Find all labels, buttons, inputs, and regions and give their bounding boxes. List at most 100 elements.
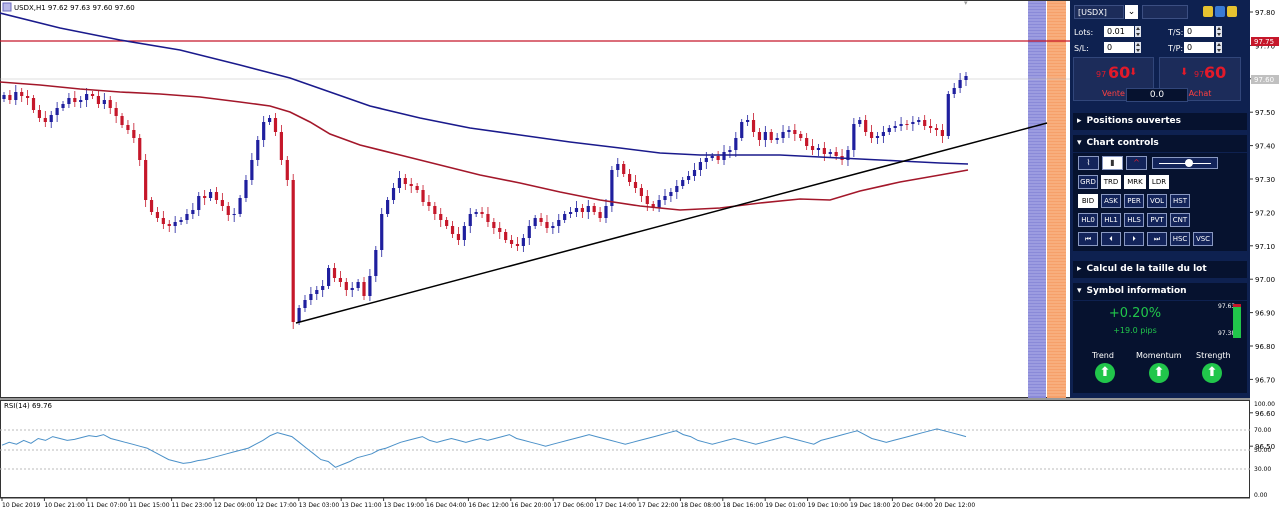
line-chart-icon[interactable]: ⌇ bbox=[1078, 156, 1099, 170]
candle-body bbox=[126, 125, 130, 130]
candle-body bbox=[327, 268, 331, 286]
chevron-down-icon[interactable]: ⌄ bbox=[1125, 5, 1138, 19]
candle-body bbox=[421, 190, 425, 202]
control-button-hl0[interactable]: HL0 bbox=[1078, 213, 1098, 227]
control-button-mrk[interactable]: MRK bbox=[1124, 175, 1146, 189]
candle-body bbox=[380, 214, 384, 250]
control-button-per[interactable]: PER bbox=[1124, 194, 1144, 208]
candle-body bbox=[704, 158, 708, 162]
candle-body bbox=[214, 192, 219, 200]
control-button-ask[interactable]: ASK bbox=[1101, 194, 1121, 208]
control-button-bid[interactable]: BID bbox=[1078, 194, 1098, 208]
candle-body bbox=[521, 238, 525, 246]
zoom-slider[interactable] bbox=[1152, 157, 1218, 169]
lots-input[interactable]: 0.01 bbox=[1104, 26, 1134, 37]
candle-body bbox=[834, 152, 838, 156]
control-button-⏵[interactable]: ⏵ bbox=[1124, 232, 1144, 246]
candle-body bbox=[651, 204, 655, 208]
candle-body bbox=[132, 130, 136, 138]
candle-body bbox=[864, 120, 868, 132]
candle-body bbox=[757, 132, 762, 140]
sl-stepper[interactable] bbox=[1135, 42, 1141, 53]
control-button-hls[interactable]: HLS bbox=[1124, 213, 1144, 227]
candle-body bbox=[144, 160, 148, 200]
candle-body bbox=[893, 126, 897, 128]
chevron-right-icon: ▸ bbox=[1077, 116, 1082, 126]
buy-price-big: 60 bbox=[1204, 63, 1227, 82]
control-button-cnt[interactable]: CNT bbox=[1170, 213, 1190, 227]
range-bar bbox=[1233, 304, 1241, 338]
control-button-⏮[interactable]: ⏮ bbox=[1078, 232, 1098, 246]
candle-body bbox=[692, 170, 697, 176]
candle-body bbox=[515, 244, 520, 246]
control-button-vsc[interactable]: VSC bbox=[1193, 232, 1213, 246]
ts-stepper[interactable] bbox=[1216, 26, 1222, 37]
time-tick-label: 10 Dec 2019 bbox=[2, 502, 41, 509]
copy-icon[interactable] bbox=[1203, 6, 1213, 17]
chart-controls-header[interactable]: ▾ Chart controls bbox=[1073, 135, 1247, 152]
control-button-hsc[interactable]: HSC bbox=[1170, 232, 1190, 246]
candle-body bbox=[887, 128, 891, 132]
control-button-grd[interactable]: GRD bbox=[1078, 175, 1098, 189]
settings-icon[interactable] bbox=[1227, 6, 1237, 17]
lot-calculator-header[interactable]: ▸ Calcul de la taille du lot bbox=[1073, 261, 1247, 278]
symbol-info-label: Symbol information bbox=[1086, 286, 1187, 296]
gear-icon[interactable] bbox=[1215, 6, 1225, 17]
candle-body bbox=[409, 184, 413, 186]
price-tick-label: 97.80 bbox=[1255, 9, 1275, 17]
candle-body bbox=[433, 206, 437, 214]
candle-body bbox=[852, 124, 856, 150]
rsi-axis: 100.00 70.00 50.00 30.00 0.00 bbox=[1254, 401, 1275, 499]
tp-input[interactable]: 0 bbox=[1184, 42, 1214, 53]
candle-body bbox=[828, 152, 832, 154]
control-button-vol[interactable]: VOL bbox=[1147, 194, 1167, 208]
candle-body bbox=[586, 206, 590, 212]
control-button-pvt[interactable]: PVT bbox=[1147, 213, 1167, 227]
candle-body bbox=[256, 140, 260, 160]
candle-body bbox=[14, 92, 18, 100]
time-tick-label: 12 Dec 17:00 bbox=[256, 502, 297, 509]
control-button-trd[interactable]: TRD bbox=[1101, 175, 1121, 189]
control-button-⏭[interactable]: ⏭ bbox=[1147, 232, 1167, 246]
buy-button[interactable]: ⬇ 97 60 Achat bbox=[1159, 57, 1241, 101]
zoom-icon[interactable]: ^ bbox=[1126, 156, 1147, 170]
candle-body bbox=[551, 226, 555, 228]
candle-chart-icon[interactable]: ▮ bbox=[1102, 156, 1123, 170]
positions-section-header[interactable]: ▸ Positions ouvertes bbox=[1073, 113, 1247, 130]
candle-body bbox=[958, 80, 962, 88]
candle-body bbox=[504, 232, 508, 240]
symbol-select[interactable]: [USDX] bbox=[1074, 5, 1124, 19]
candle-body bbox=[492, 222, 496, 228]
candle-body bbox=[687, 176, 691, 180]
symbol-info-header[interactable]: ▾ Symbol information bbox=[1073, 283, 1247, 300]
lots-stepper[interactable] bbox=[1135, 26, 1141, 37]
candle-body bbox=[191, 210, 195, 214]
candle-body bbox=[173, 222, 177, 226]
candle-body bbox=[710, 156, 714, 158]
symbol-search-input[interactable] bbox=[1142, 5, 1188, 19]
control-button-hl1[interactable]: HL1 bbox=[1101, 213, 1121, 227]
candle-body bbox=[179, 220, 183, 222]
tp-stepper[interactable] bbox=[1216, 42, 1222, 53]
sl-input[interactable]: 0 bbox=[1104, 42, 1134, 53]
time-tick-label: 18 Dec 08:00 bbox=[680, 502, 721, 509]
control-button-hst[interactable]: HST bbox=[1170, 194, 1190, 208]
candle-body bbox=[232, 214, 236, 215]
candles bbox=[2, 72, 968, 329]
time-tick-label: 20 Dec 12:00 bbox=[935, 502, 976, 509]
candle-body bbox=[952, 88, 956, 94]
ts-input[interactable]: 0 bbox=[1184, 26, 1214, 37]
candle-body bbox=[149, 200, 154, 212]
ts-label: T/S: bbox=[1168, 28, 1184, 37]
candle-body bbox=[338, 278, 343, 282]
control-button-ldr[interactable]: LDR bbox=[1149, 175, 1169, 189]
trend-line[interactable] bbox=[295, 122, 1048, 324]
arrow-down-icon: ⬇ bbox=[1180, 67, 1189, 78]
candle-body bbox=[439, 214, 443, 220]
sell-label: Vente bbox=[1102, 89, 1125, 98]
candle-body bbox=[486, 214, 490, 222]
slider-handle bbox=[1185, 159, 1193, 167]
rsi-label: RSI(14) 69.76 bbox=[4, 402, 53, 410]
control-button-⏴[interactable]: ⏴ bbox=[1101, 232, 1121, 246]
